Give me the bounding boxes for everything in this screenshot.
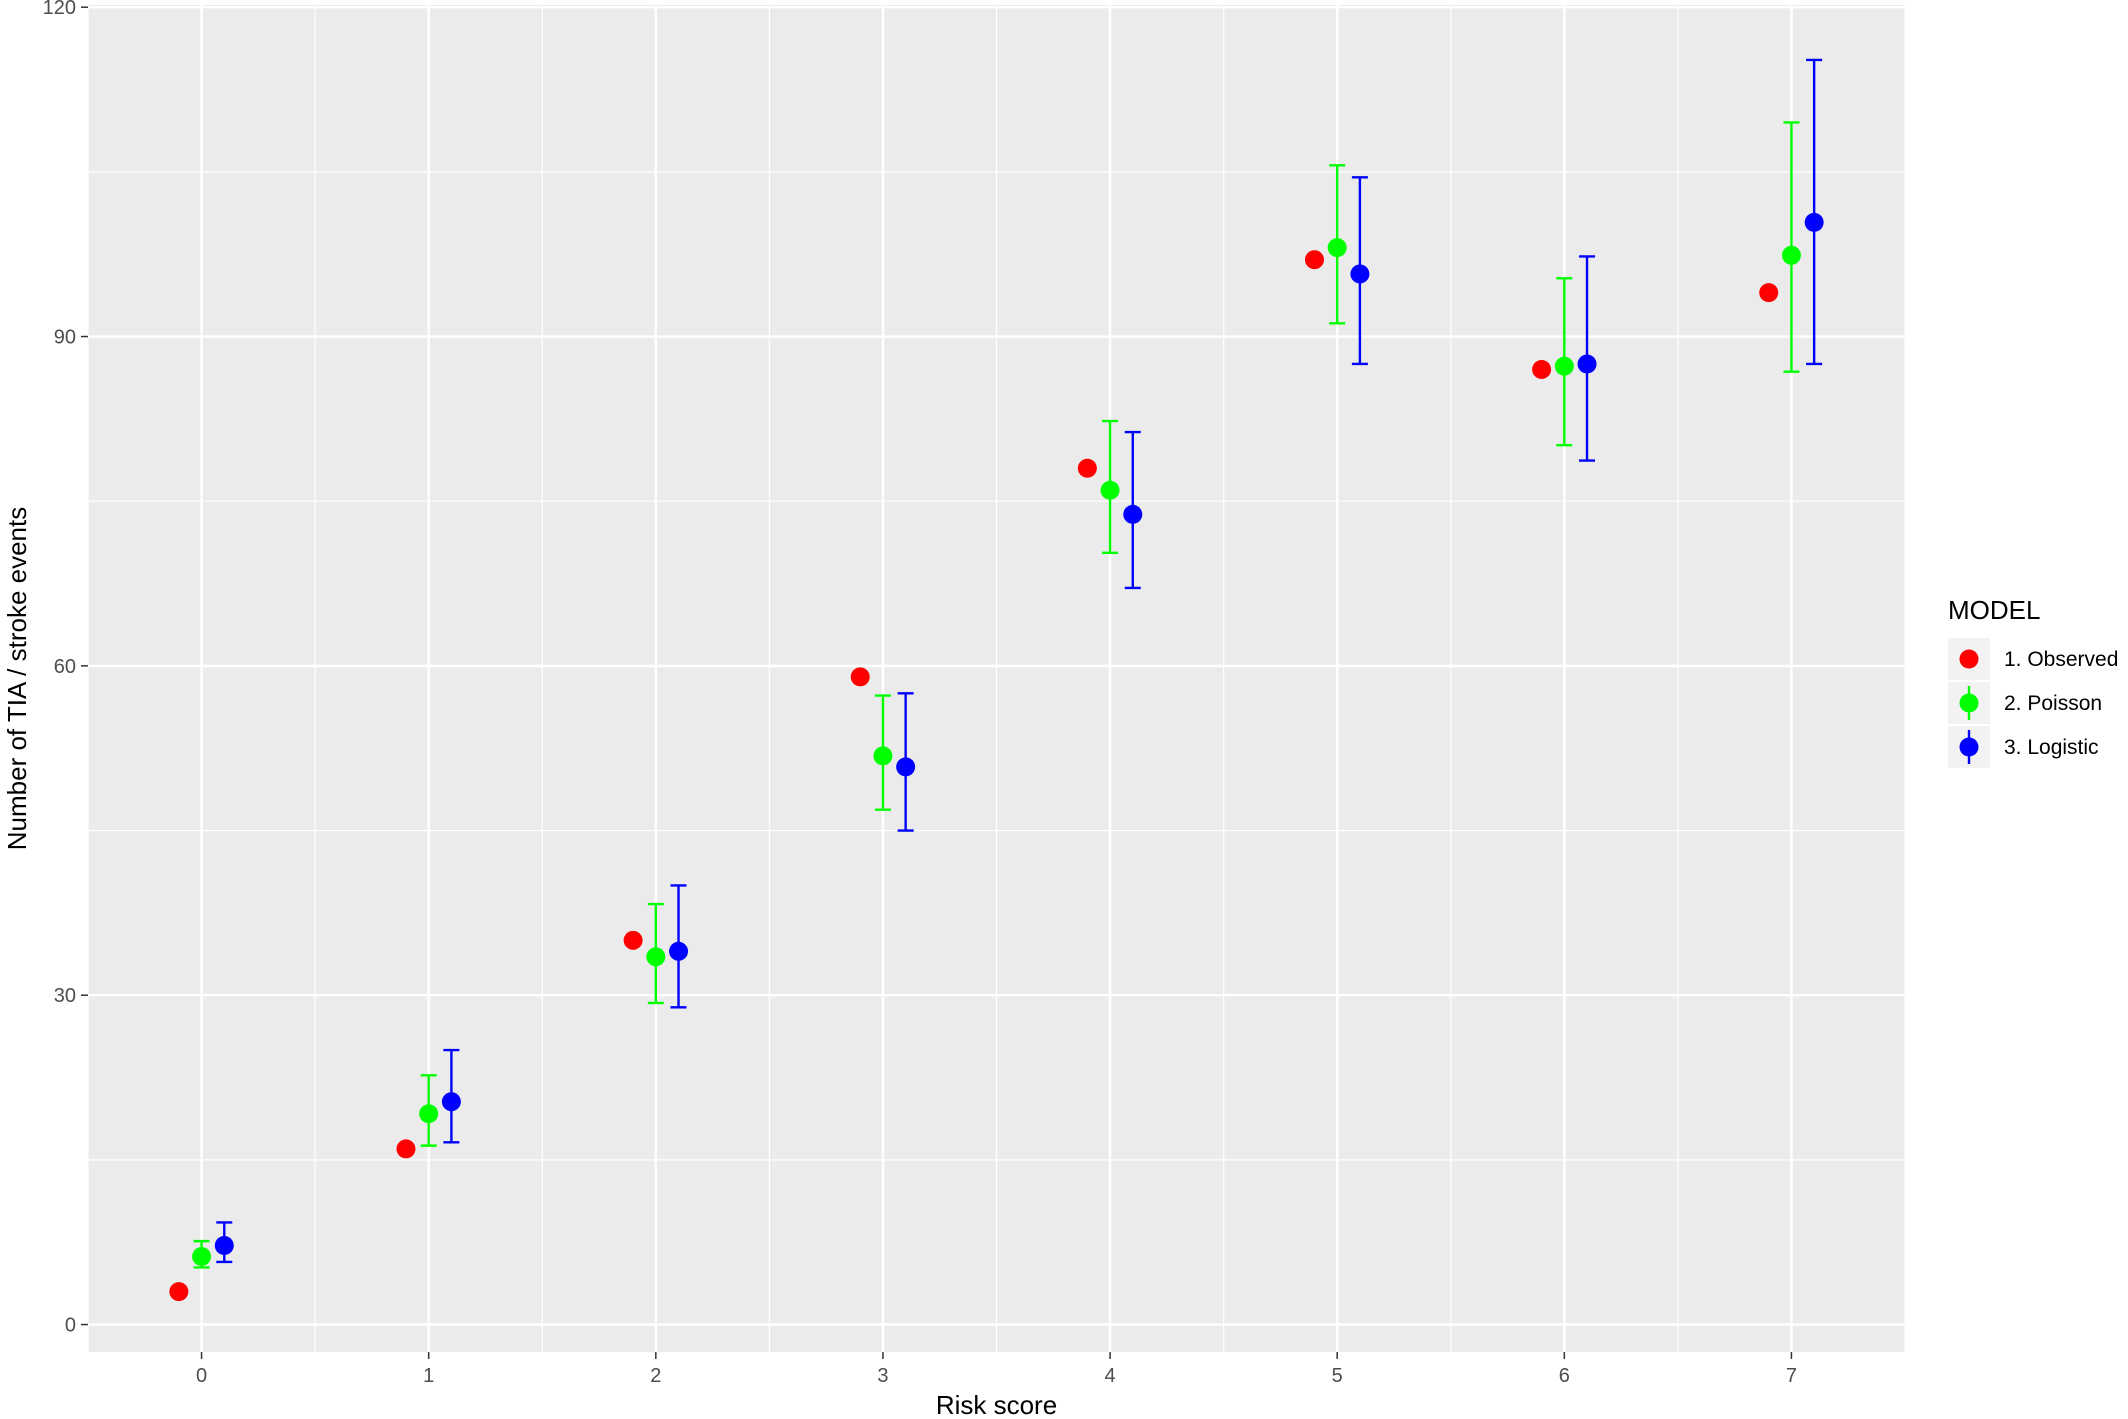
data-point <box>169 1282 189 1302</box>
data-point <box>419 1104 439 1124</box>
data-point <box>214 1236 234 1256</box>
data-point <box>1554 356 1574 376</box>
x-tick-label: 5 <box>1332 1365 1343 1387</box>
data-point <box>1577 354 1597 374</box>
data-point <box>1804 212 1824 232</box>
grid-major <box>88 5 1905 1352</box>
grid-minor <box>87 5 1906 1352</box>
legend-items: 1. Observed 2. Poisson 3. Logistic <box>1948 638 2118 768</box>
x-tick-label: 4 <box>1105 1365 1116 1387</box>
y-axis: 0 30 60 90 120 <box>43 0 88 1337</box>
data-point <box>873 746 893 766</box>
series-1 <box>169 250 1779 1302</box>
data-point <box>1759 283 1779 303</box>
data-point <box>1123 504 1143 524</box>
error-bar <box>1806 58 1823 366</box>
x-axis-title: Risk score <box>936 1390 1057 1419</box>
y-tick-label: 90 <box>54 327 76 349</box>
data-point <box>1077 458 1097 478</box>
legend-key-point <box>1959 737 1979 757</box>
data-point <box>646 947 666 967</box>
legend-item: 2. Poisson <box>1948 682 2102 724</box>
data-point <box>1100 480 1120 500</box>
y-tick-label: 60 <box>54 656 76 678</box>
data-point <box>850 667 870 687</box>
x-tick-label: 2 <box>650 1365 661 1387</box>
data-point <box>896 757 916 777</box>
data-point <box>669 941 689 961</box>
x-axis: 0 1 2 3 4 5 6 7 <box>196 1352 1797 1387</box>
y-tick-label: 120 <box>43 0 76 19</box>
data-point <box>192 1246 212 1266</box>
series-3 <box>214 58 1824 1264</box>
series-2 <box>192 121 1801 1269</box>
y-axis-title: Number of TIA / stroke events <box>2 507 32 850</box>
legend: MODEL 1. Observed 2. Poisson 3. Logistic <box>1948 595 2118 768</box>
legend-label: 1. Observed <box>2004 648 2118 671</box>
legend-title: MODEL <box>1948 595 2040 625</box>
data-point <box>1327 238 1347 258</box>
data-point <box>1350 264 1370 284</box>
y-tick-label: 0 <box>65 1315 76 1337</box>
data-point <box>1532 359 1552 379</box>
legend-label: 3. Logistic <box>2004 736 2099 759</box>
x-tick-label: 1 <box>423 1365 434 1387</box>
data-marks <box>169 58 1824 1302</box>
legend-item: 3. Logistic <box>1948 726 2099 768</box>
y-tick-label: 30 <box>54 985 76 1007</box>
x-tick-label: 7 <box>1786 1365 1797 1387</box>
data-point <box>623 930 643 950</box>
legend-key-point <box>1959 693 1979 713</box>
x-tick-label: 6 <box>1559 1365 1570 1387</box>
data-point <box>1304 250 1324 270</box>
data-point <box>396 1139 416 1159</box>
data-point <box>1781 245 1801 265</box>
x-tick-label: 0 <box>196 1365 207 1387</box>
legend-key-point <box>1959 649 1979 669</box>
data-point <box>441 1092 461 1112</box>
legend-label: 2. Poisson <box>2004 692 2102 715</box>
x-tick-label: 3 <box>877 1365 888 1387</box>
legend-item: 1. Observed <box>1948 638 2118 680</box>
